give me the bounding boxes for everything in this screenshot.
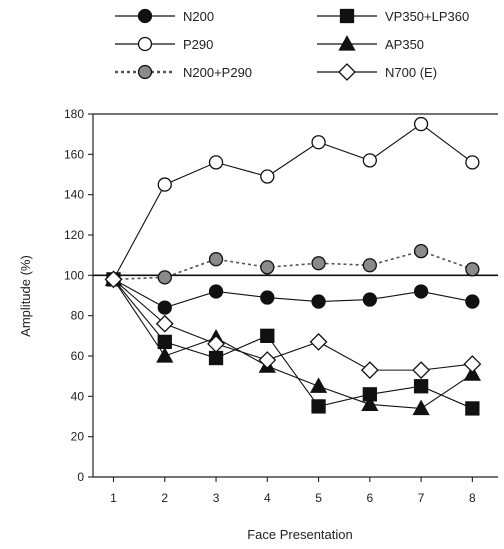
data-point: [412, 361, 431, 380]
legend-label: N700 (E): [385, 65, 437, 80]
y-tick-label: 80: [71, 309, 85, 323]
data-point: [260, 169, 275, 184]
series-p290: [106, 116, 480, 287]
series-vp350-lp360: [106, 272, 480, 416]
data-point: [157, 177, 172, 192]
data-point: [360, 361, 379, 380]
legend-label: N200+P290: [183, 65, 252, 80]
data-point: [309, 332, 328, 351]
x-tick-label: 4: [264, 491, 271, 505]
y-tick-label: 60: [71, 349, 85, 363]
data-point: [463, 355, 482, 373]
x-axis-title: Face Presentation: [247, 527, 353, 542]
y-tick-label: 100: [64, 268, 84, 282]
legend-item-vp350-lp360: VP350+LP360: [317, 8, 469, 24]
data-point: [413, 284, 429, 299]
series-line: [113, 250, 473, 281]
series-line: [113, 123, 473, 280]
data-point: [465, 155, 480, 170]
data-point: [157, 334, 172, 350]
data-point: [463, 365, 481, 381]
data-point: [157, 270, 172, 285]
data-point: [258, 351, 277, 369]
data-point: [362, 153, 377, 168]
y-tick-label: 180: [64, 107, 84, 121]
data-point: [465, 401, 480, 416]
legend-label: VP350+LP360: [385, 9, 469, 24]
x-tick-label: 1: [110, 491, 117, 505]
data-point: [155, 314, 174, 333]
series-line: [113, 278, 473, 309]
y-tick-label: 160: [64, 147, 84, 161]
data-point: [157, 300, 172, 315]
y-tick-label: 140: [64, 188, 84, 202]
legend-marker: [137, 36, 153, 52]
data-point: [361, 395, 379, 412]
data-point: [311, 399, 326, 414]
data-point: [260, 260, 275, 275]
y-axis-title: Amplitude (%): [18, 255, 33, 337]
series-layer: [104, 116, 482, 416]
y-tick-label: 40: [71, 389, 85, 403]
legend-label: AP350: [385, 37, 424, 52]
data-point: [208, 252, 224, 267]
x-ticks: 1 2 3 4 5 6 7 8: [110, 477, 476, 505]
legend-label: N200: [183, 9, 214, 24]
data-point: [362, 258, 377, 273]
x-tick-label: 5: [315, 491, 322, 505]
y-tick-label: 0: [77, 470, 84, 484]
series-n200-p290: [106, 243, 480, 287]
data-point: [311, 135, 326, 150]
x-tick-label: 2: [161, 491, 168, 505]
x-tick-label: 8: [469, 491, 476, 505]
data-point: [465, 262, 480, 277]
legend-marker: [338, 35, 356, 51]
x-tick-label: 6: [366, 491, 373, 505]
data-point: [413, 116, 429, 132]
data-point: [208, 155, 224, 170]
legend: N200 VP350+LP360 P290 AP350 N200+P290 N700 (E…: [115, 8, 469, 81]
data-point: [309, 377, 328, 393]
legend-item-n200-p290: N200+P290: [115, 64, 252, 80]
x-tick-label: 7: [418, 491, 425, 505]
legend-marker: [137, 64, 153, 80]
legend-marker: [339, 8, 355, 24]
data-point: [311, 294, 326, 309]
series-line: [113, 279, 473, 409]
series-line: [113, 279, 473, 409]
legend-label: P290: [183, 37, 213, 52]
legend-item-ap350: AP350: [317, 35, 424, 52]
y-tick-label: 20: [71, 430, 85, 444]
series-n700-e: [104, 270, 482, 380]
legend-item-p290: P290: [115, 36, 213, 52]
data-point: [260, 290, 275, 305]
legend-marker: [137, 8, 153, 24]
data-point: [311, 256, 326, 271]
data-point: [413, 243, 429, 259]
data-point: [412, 399, 430, 416]
data-point: [156, 347, 174, 363]
x-tick-label: 3: [213, 491, 220, 505]
data-point: [260, 328, 275, 343]
data-point: [207, 334, 225, 353]
data-point: [362, 292, 377, 307]
legend-item-n700-e: N700 (E): [317, 63, 437, 81]
y-ticks: 0 20 40 60 80 100 120 140 160 180: [64, 107, 93, 484]
chart-axes: [92, 113, 498, 478]
y-tick-label: 120: [64, 228, 84, 242]
data-point: [413, 379, 429, 394]
data-point: [465, 294, 480, 309]
data-point: [208, 350, 224, 366]
legend-marker: [338, 63, 356, 81]
data-point: [104, 270, 123, 289]
data-point: [208, 284, 224, 299]
legend-item-n200: N200: [115, 8, 214, 24]
